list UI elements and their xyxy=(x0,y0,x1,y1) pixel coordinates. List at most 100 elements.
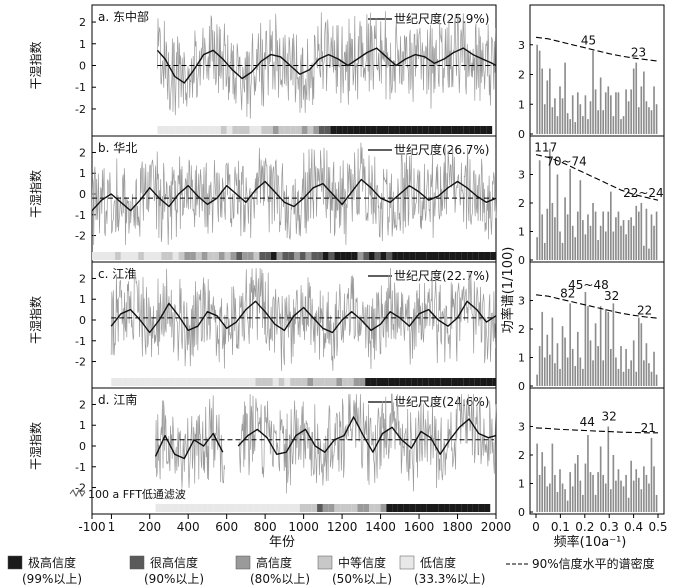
confidence-segment xyxy=(403,504,410,512)
legend-item-label: 很高信度 xyxy=(150,555,198,570)
confidence-segment xyxy=(259,504,266,512)
confidence-segment xyxy=(97,252,104,260)
spectrum-bar xyxy=(625,89,627,134)
confidence-segment xyxy=(317,504,323,512)
confidence-segment xyxy=(197,378,204,386)
spectrum-bar xyxy=(632,340,635,386)
spectrum-bar xyxy=(622,116,625,134)
spectrum-y-tick-label: 1 xyxy=(518,352,525,365)
spectrum-bar xyxy=(536,374,538,386)
spectrum-bar xyxy=(579,180,582,260)
spectrum-y-tick-label: 3 xyxy=(518,39,525,52)
spectrum-bar xyxy=(549,483,551,512)
spectrum-bar xyxy=(640,203,643,260)
frequency-tick-label: 0.3 xyxy=(600,520,619,534)
spectrum-bar xyxy=(648,107,650,134)
confidence-segment xyxy=(334,504,341,512)
frequency-tick-label: 0.5 xyxy=(648,520,667,534)
spectrum-bar xyxy=(587,306,589,386)
y-axis-label: 干湿指数 xyxy=(28,41,43,89)
confidence-segment xyxy=(328,504,335,512)
confidence-segment xyxy=(311,504,318,512)
confidence-segment xyxy=(492,378,496,386)
confidence-segment xyxy=(195,252,202,260)
confidence-segment xyxy=(357,504,364,512)
spectrum-bar xyxy=(617,92,620,134)
confidence-segment xyxy=(145,378,152,386)
confidence-segment xyxy=(299,504,306,512)
confidence-segment xyxy=(209,378,216,386)
confidence-segment xyxy=(353,126,360,134)
confidence-segment xyxy=(359,126,366,134)
confidence-segment xyxy=(290,126,296,134)
confidence-segment xyxy=(109,252,116,260)
confidence-segment xyxy=(380,252,387,260)
century-scale-curve xyxy=(156,47,497,84)
peak-label: 21 xyxy=(641,421,656,435)
spectrum-bar xyxy=(582,368,584,386)
spectrum-bar xyxy=(610,191,612,260)
confidence-segment xyxy=(161,504,168,512)
spectrum-bar xyxy=(650,437,653,512)
confidence-segment xyxy=(307,378,314,386)
confidence-segment xyxy=(399,378,406,386)
spectrum-bar xyxy=(574,237,577,260)
confidence-segment xyxy=(420,504,427,512)
confidence-segment xyxy=(226,378,233,386)
confidence-segment xyxy=(353,378,360,386)
spectrum-bar xyxy=(564,62,566,134)
spectrum-bar xyxy=(569,168,571,260)
confidence-segment xyxy=(420,252,427,260)
confidence-segment xyxy=(270,252,277,260)
spectrum-bar xyxy=(538,50,541,135)
y-tick-label: 2 xyxy=(79,272,86,285)
confidence-segment xyxy=(478,252,485,260)
y-tick-label: 1 xyxy=(79,419,86,432)
spectrum-bar xyxy=(635,62,638,134)
spectrum-bar xyxy=(643,360,645,386)
spectrum-bar xyxy=(592,203,594,260)
confidence-segment xyxy=(409,504,416,512)
confidence-segment xyxy=(380,504,387,512)
confidence-segment xyxy=(313,126,320,134)
spectrum-y-tick-label: 2 xyxy=(518,323,525,336)
confidence-segment xyxy=(178,504,185,512)
legend-item-sub: (99%以上) xyxy=(22,572,82,586)
confidence-segment xyxy=(480,378,487,386)
spectrum-bar xyxy=(635,371,638,386)
confidence-segment xyxy=(243,378,250,386)
confidence-segment xyxy=(209,126,216,134)
confidence-segment xyxy=(409,252,416,260)
confidence-segment xyxy=(243,126,250,134)
confidence-segment xyxy=(117,378,123,386)
legend-item-sub: (50%以上) xyxy=(332,572,392,586)
spectrum-bar xyxy=(655,104,658,134)
confidence-segment xyxy=(376,126,383,134)
spectrum-bar xyxy=(602,211,605,260)
spectrum-bar xyxy=(589,472,592,512)
confidence-segment xyxy=(340,504,346,512)
panel-c: -2 -1 0 1 2 干湿指数 c. 江淮 世纪尺度(22.7%) xyxy=(28,261,497,389)
spectrum-bar xyxy=(541,311,544,386)
spectrum-bar xyxy=(612,455,615,512)
confidence-segment xyxy=(230,252,237,260)
spectrum-bar xyxy=(556,174,559,260)
frequency-axis-label: 频率(10a⁻¹) xyxy=(554,534,627,550)
confidence-segment xyxy=(259,252,266,260)
spectrum-frame xyxy=(529,387,665,515)
spectrum-bar xyxy=(587,435,589,512)
spectrum-bar xyxy=(650,110,653,134)
legend-label: 世纪尺度(25.9%) xyxy=(394,11,490,26)
y-axis-label: 干湿指数 xyxy=(28,422,43,470)
confidence-segment xyxy=(115,252,121,260)
confidence-segment xyxy=(249,378,256,386)
confidence-segment xyxy=(207,504,214,512)
confidence-segment xyxy=(180,378,187,386)
confidence-segment xyxy=(324,378,331,386)
spectrum-y-tick-label: 2 xyxy=(518,449,525,462)
spectrum-bar xyxy=(541,68,544,134)
spectrum-bar xyxy=(597,110,599,134)
spectrum-bar xyxy=(564,197,566,260)
spectrum-y-tick-label: 2 xyxy=(518,69,525,82)
confidence-segment xyxy=(201,252,208,260)
